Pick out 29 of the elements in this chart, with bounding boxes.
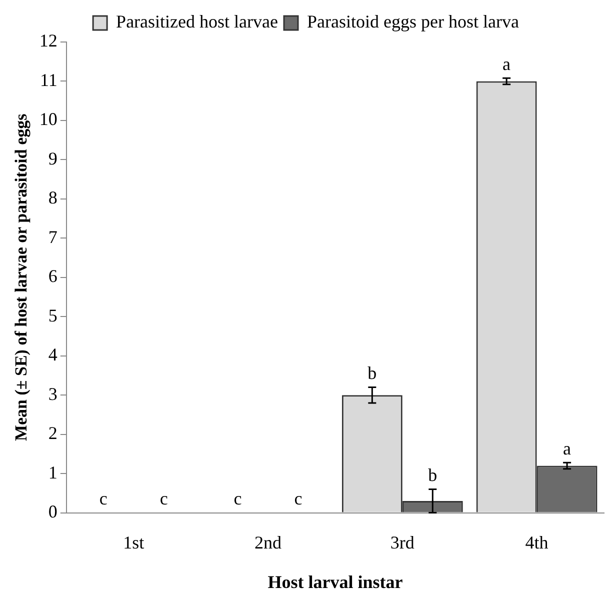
- y-tick-label: 8: [48, 188, 58, 208]
- y-tick-label: 1: [48, 462, 58, 482]
- y-tick-label: 9: [48, 148, 58, 168]
- y-tick-label: 10: [39, 109, 58, 130]
- annotation: c: [99, 488, 108, 509]
- y-tick-label: 11: [40, 70, 58, 90]
- annotation: b: [368, 362, 377, 383]
- y-tick-label: 3: [48, 384, 58, 404]
- y-tick-label: 7: [48, 226, 58, 247]
- y-axis-title: Mean (± SE) of host larvae or parasitoid eggs: [12, 113, 31, 442]
- annotation: b: [428, 464, 438, 485]
- x-tick-label: 4th: [525, 532, 548, 552]
- x-tick-label: 2nd: [254, 532, 282, 552]
- y-tick-label: 2: [48, 423, 58, 444]
- x-tick-label: 1st: [123, 532, 144, 552]
- annotation: a: [502, 54, 511, 74]
- y-tick-label: 4: [48, 344, 58, 365]
- y-tick-label: 0: [48, 502, 58, 522]
- x-tick-label: 3rd: [390, 532, 414, 552]
- annotation: c: [294, 488, 302, 509]
- annotation: c: [160, 488, 168, 509]
- y-tick-label: 12: [39, 30, 58, 51]
- x-axis-title: Host larval instar: [268, 572, 403, 592]
- y-tick-label: 6: [48, 266, 58, 286]
- annotation: c: [234, 488, 242, 509]
- legend-label: Parasitoid eggs per host larva: [306, 12, 519, 32]
- y-tick-label: 5: [48, 305, 58, 326]
- legend-label: Parasitized host larvae: [116, 12, 278, 32]
- annotation: a: [563, 438, 572, 458]
